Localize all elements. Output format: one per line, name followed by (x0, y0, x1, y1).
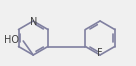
Text: F: F (97, 48, 103, 58)
Text: N: N (30, 17, 37, 27)
Text: HO: HO (4, 35, 19, 45)
